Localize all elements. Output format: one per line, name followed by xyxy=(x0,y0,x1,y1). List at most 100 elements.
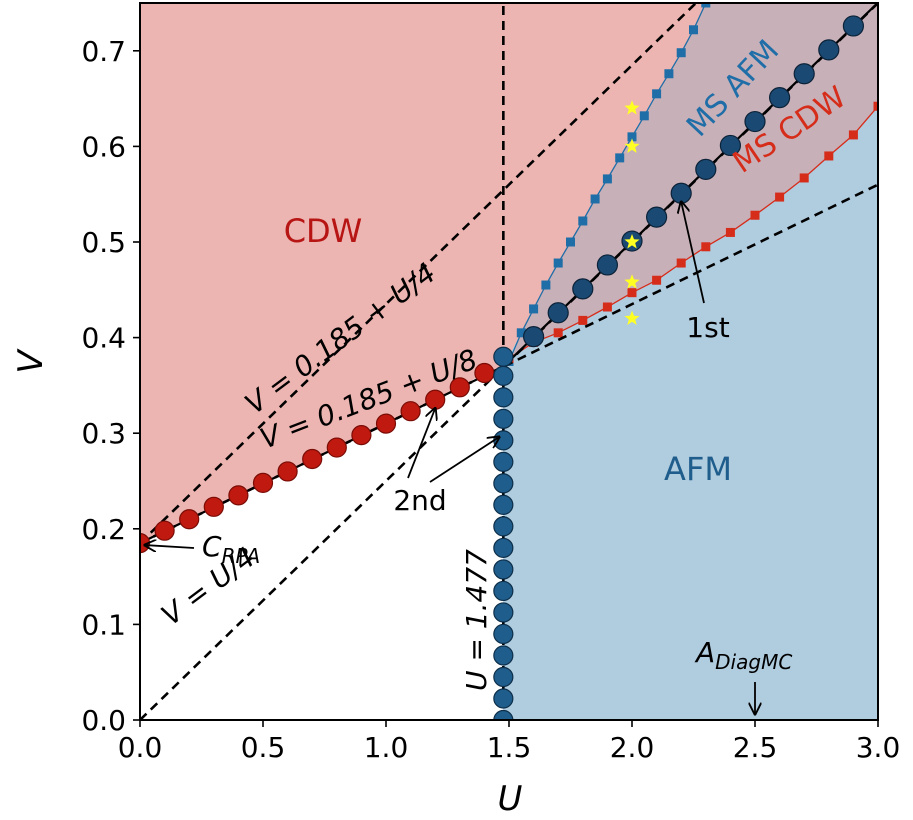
adiag-sub: DiagMC xyxy=(715,650,792,674)
star-point xyxy=(624,138,640,153)
first-order-point xyxy=(670,182,692,204)
cdw-point xyxy=(179,509,200,530)
afm-point xyxy=(493,688,514,709)
afm-point xyxy=(493,408,514,429)
ms-cdw-point xyxy=(578,315,588,325)
y-tick-label: 0.1 xyxy=(81,608,126,641)
cdw-point xyxy=(400,401,421,422)
afm-point xyxy=(493,451,514,472)
afm-point xyxy=(493,537,514,559)
first-order-point xyxy=(719,134,742,157)
star-point xyxy=(624,100,640,115)
metastable-lines xyxy=(504,3,878,366)
first-order-point xyxy=(645,206,668,228)
afm-point xyxy=(493,709,514,720)
y-axis-label: V xyxy=(11,348,51,374)
ms-afm-point xyxy=(578,216,588,226)
x-tick-label: 1.5 xyxy=(487,731,532,764)
line-v-0185-u4 xyxy=(140,3,698,545)
first-order-point xyxy=(793,63,815,85)
first-order-point xyxy=(768,87,791,109)
ms-cdw-point xyxy=(725,227,735,237)
star-point xyxy=(624,274,640,289)
ms-afm-point xyxy=(602,174,612,184)
ms-cdw-point xyxy=(627,288,637,298)
afm-point xyxy=(493,346,514,367)
ms-cdw-point xyxy=(553,328,563,338)
crpa-sub: RPA xyxy=(222,544,261,568)
ms-afm-point xyxy=(615,153,625,163)
ms-cdw-point xyxy=(602,302,612,312)
y-tick-label: 0.4 xyxy=(81,322,126,355)
ms-afm-point xyxy=(689,25,698,35)
afm-point xyxy=(493,387,514,408)
x-tick-label: 1.0 xyxy=(364,731,409,764)
x-tick-label: 0.5 xyxy=(241,731,286,764)
star-point xyxy=(624,234,640,249)
first-order-point xyxy=(522,326,545,348)
ms-cdw-point xyxy=(848,130,858,140)
first-order-point xyxy=(547,302,569,324)
afm-point xyxy=(493,516,514,537)
line-label-u-1477: U = 1.477 xyxy=(460,549,493,691)
ms-afm-point xyxy=(701,3,711,8)
ms-afm-point xyxy=(639,111,649,121)
first-order-point xyxy=(744,110,766,133)
y-tick-label: 0.3 xyxy=(81,417,126,450)
plot-area xyxy=(140,3,878,720)
ms-afm-point xyxy=(590,194,600,204)
x-tick-label: 2.0 xyxy=(610,731,655,764)
ms-cdw-point xyxy=(775,192,785,202)
ms-afm-point xyxy=(566,237,575,247)
afm-point xyxy=(493,365,514,386)
cdw-point xyxy=(326,437,347,458)
afm-point xyxy=(493,666,514,688)
x-tick-label: 3.0 xyxy=(856,731,901,764)
ms-cdw-point xyxy=(701,242,711,252)
cdw-point xyxy=(252,472,274,494)
cdw-point xyxy=(203,496,224,517)
ms-afm-point xyxy=(529,304,539,314)
ms-cdw-point xyxy=(824,151,834,161)
cdw-point xyxy=(351,425,372,446)
x-axis-label: U xyxy=(498,779,523,819)
axis-ticks: 0.0 0.5 1.0 1.5 2.0 2.5 3.0 0.0 0.1 0.2 0.3 0.4 0.5 0… xyxy=(81,35,900,764)
y-tick-label: 0.6 xyxy=(81,130,126,163)
adiag-main: A xyxy=(694,636,715,669)
annotation-arrows xyxy=(145,202,755,714)
cdw-point xyxy=(302,448,323,470)
first-order-label: 1st xyxy=(686,311,729,344)
first-order-point xyxy=(596,254,619,276)
ms-afm-point xyxy=(664,69,674,79)
crpa-label: CRPA xyxy=(202,530,260,568)
y-tick-label: 0.7 xyxy=(81,35,126,68)
cdw-point xyxy=(449,377,470,398)
ms-cdw-point xyxy=(676,258,686,268)
ms-afm-point xyxy=(541,280,551,290)
afm-point xyxy=(493,494,514,515)
x-tick-label: 0.0 xyxy=(118,731,163,764)
afm-point xyxy=(493,645,514,666)
y-tick-label: 0.0 xyxy=(81,704,126,737)
afm-point xyxy=(493,430,514,451)
first-order-point xyxy=(695,158,717,180)
ms-afm-point xyxy=(676,48,686,58)
cdw-point xyxy=(228,485,249,506)
crpa-main: C xyxy=(202,530,222,563)
ms-cdw-point xyxy=(799,173,809,183)
cdw-point xyxy=(375,413,397,434)
second-order-label: 2nd xyxy=(393,484,446,517)
ms-afm-point xyxy=(553,258,563,268)
ms-afm-point xyxy=(627,132,637,142)
afm-point xyxy=(493,473,514,494)
region-label-afm: AFM xyxy=(664,450,732,488)
ms-afm-point xyxy=(516,328,526,338)
ms-afm-point xyxy=(652,89,662,99)
arrow-first-order xyxy=(681,202,705,304)
afm-region-pure xyxy=(503,106,878,720)
ms-cdw-point xyxy=(750,210,760,220)
y-tick-label: 0.2 xyxy=(81,513,126,546)
star-point xyxy=(624,310,640,325)
first-order-point xyxy=(572,278,594,300)
